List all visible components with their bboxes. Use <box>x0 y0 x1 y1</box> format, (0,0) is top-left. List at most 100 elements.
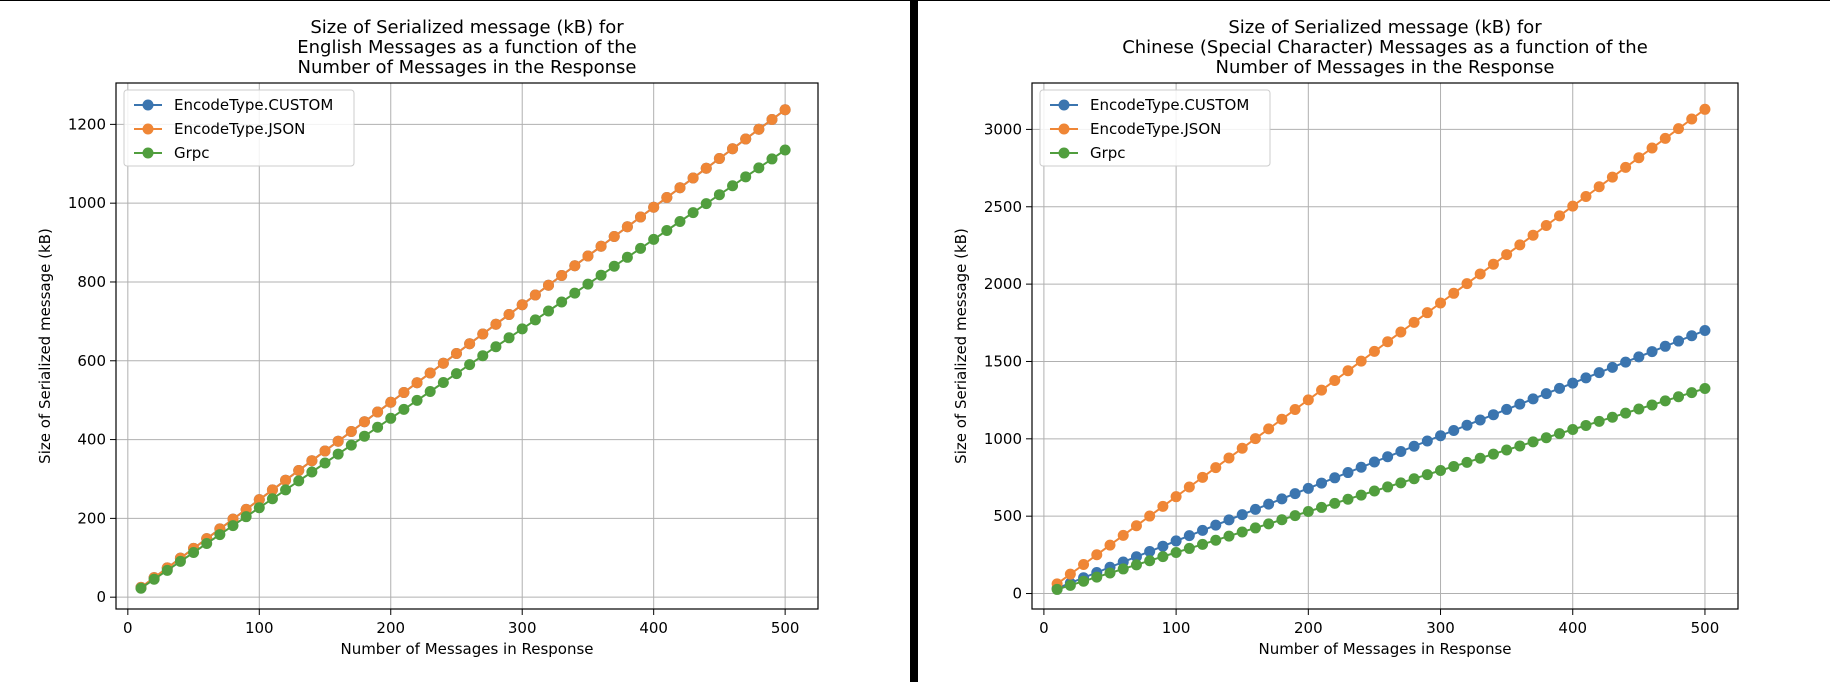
data-point-grpc <box>1435 465 1447 477</box>
data-point-json <box>1606 171 1618 183</box>
data-point-grpc <box>1633 403 1645 415</box>
data-point-custom <box>1527 393 1539 405</box>
data-point-grpc <box>385 412 397 424</box>
data-point-grpc <box>1408 473 1420 485</box>
data-point-custom <box>1210 519 1222 531</box>
data-point-grpc <box>582 278 594 290</box>
data-point-grpc <box>674 216 686 228</box>
data-point-json <box>713 153 725 165</box>
data-point-grpc <box>293 475 305 487</box>
data-point-grpc <box>529 314 541 326</box>
data-point-custom <box>1540 388 1552 400</box>
data-point-grpc <box>1355 489 1367 501</box>
data-point-json <box>621 221 633 233</box>
data-point-json <box>1659 132 1671 144</box>
data-point-json <box>293 464 305 476</box>
legend-swatch-marker <box>142 99 154 111</box>
legend-label: EncodeType.JSON <box>1090 120 1221 138</box>
data-point-json <box>1302 394 1314 406</box>
chart-title: Size of Serialized message (kB) for <box>310 17 624 38</box>
data-point-grpc <box>1051 583 1063 595</box>
data-point-json <box>490 318 502 330</box>
data-point-json <box>1646 142 1658 154</box>
data-point-grpc <box>543 305 555 317</box>
y-tick-label: 1500 <box>984 352 1022 370</box>
data-point-json <box>332 435 344 447</box>
data-point-json <box>635 211 647 223</box>
data-point-grpc <box>227 520 239 532</box>
data-point-json <box>464 338 476 350</box>
data-point-json <box>1633 152 1645 164</box>
data-point-json <box>1263 423 1275 435</box>
data-point-grpc <box>595 269 607 281</box>
data-point-custom <box>1606 361 1618 373</box>
data-point-grpc <box>1686 387 1698 399</box>
data-point-grpc <box>1474 452 1486 464</box>
data-point-custom <box>1144 545 1156 557</box>
panel-divider <box>910 0 918 682</box>
data-point-json <box>1130 520 1142 532</box>
data-point-grpc <box>398 403 410 415</box>
axes-frame <box>115 82 819 610</box>
data-point-json <box>1249 433 1261 445</box>
data-point-grpc <box>1197 538 1209 550</box>
data-point-json <box>1514 239 1526 251</box>
data-point-grpc <box>424 385 436 397</box>
data-point-json <box>1540 220 1552 232</box>
data-point-custom <box>1435 430 1447 442</box>
data-point-grpc <box>1527 436 1539 448</box>
data-point-json <box>1289 404 1301 416</box>
x-tick-label: 0 <box>123 619 133 637</box>
data-point-grpc <box>1382 481 1394 493</box>
data-point-grpc <box>1316 501 1328 513</box>
data-point-grpc <box>214 529 226 541</box>
data-point-json <box>1593 181 1605 193</box>
data-point-grpc <box>1659 395 1671 407</box>
x-tick-label: 500 <box>1691 619 1720 637</box>
data-point-json <box>1699 103 1711 115</box>
legend-swatch-marker <box>142 147 154 159</box>
data-point-grpc <box>201 538 213 550</box>
data-point-grpc <box>1236 526 1248 538</box>
data-point-grpc <box>1078 575 1090 587</box>
data-point-json <box>319 445 331 457</box>
data-point-json <box>503 308 515 320</box>
data-point-json <box>253 494 265 506</box>
data-point-grpc <box>621 251 633 263</box>
data-point-json <box>1197 471 1209 483</box>
data-point-json <box>385 396 397 408</box>
data-point-custom <box>1223 514 1235 526</box>
data-point-custom <box>1355 461 1367 473</box>
data-point-custom <box>1197 524 1209 536</box>
legend-label: EncodeType.JSON <box>174 120 305 138</box>
data-point-grpc <box>753 162 765 174</box>
data-point-json <box>1408 316 1420 328</box>
legend-box <box>123 89 355 167</box>
x-tick-label: 0 <box>1039 619 1049 637</box>
data-point-grpc <box>306 466 318 478</box>
legend-swatch-marker <box>1058 123 1070 135</box>
legend-box <box>1039 89 1271 167</box>
data-point-json <box>766 114 778 126</box>
data-point-grpc <box>516 323 528 335</box>
y-axis-label: Size of Serialized message (kB) <box>36 228 54 464</box>
data-point-grpc <box>1329 497 1341 509</box>
data-point-grpc <box>1593 415 1605 427</box>
x-tick-label: 500 <box>771 619 800 637</box>
chinese-chart-group: 0 100 200 300 400 500 0 500 1000 1500 2000 2500 3000… <box>952 17 1739 658</box>
data-point-grpc <box>1448 460 1460 472</box>
data-point-grpc <box>477 350 489 362</box>
data-point-grpc <box>1276 514 1288 526</box>
legend-swatch-marker <box>1058 147 1070 159</box>
data-point-json <box>516 299 528 311</box>
data-point-grpc <box>1144 555 1156 567</box>
y-tick-label: 400 <box>77 431 106 449</box>
data-point-grpc <box>1501 444 1513 456</box>
data-point-grpc <box>1699 383 1711 395</box>
data-point-custom <box>1487 409 1499 421</box>
x-tick-label: 200 <box>1294 619 1323 637</box>
data-point-json <box>1580 190 1592 202</box>
data-point-grpc <box>1487 448 1499 460</box>
data-point-grpc <box>358 430 370 442</box>
